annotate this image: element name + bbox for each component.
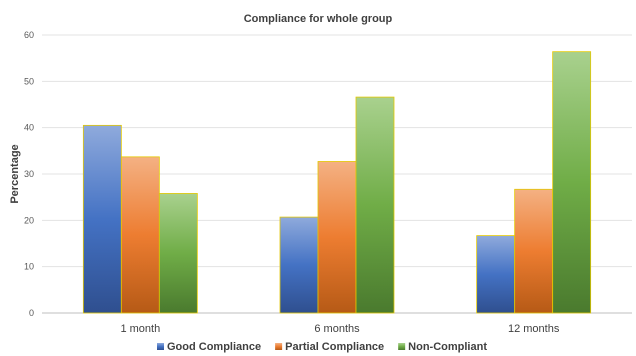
y-tick-label: 60 xyxy=(24,30,34,40)
y-tick-label: 30 xyxy=(24,169,34,179)
x-axis-categories: 1 month 6 months 12 months xyxy=(120,323,559,335)
bars xyxy=(82,51,592,314)
legend-item: Good Compliance xyxy=(157,341,261,353)
bar-non-compliant xyxy=(552,51,592,314)
bar-non-compliant xyxy=(158,193,198,314)
y-axis-ticks: 0 10 20 30 40 50 60 xyxy=(24,30,34,318)
legend-swatch xyxy=(275,343,283,350)
legend-label: Non-Compliant xyxy=(408,341,487,353)
bar-good-compliance xyxy=(279,216,319,314)
y-tick-label: 50 xyxy=(24,76,34,86)
x-category-label: 6 months xyxy=(314,323,360,335)
bar-good-compliance xyxy=(476,235,516,314)
y-tick-label: 40 xyxy=(24,123,34,133)
bar-partial-compliance xyxy=(514,188,554,314)
bar-good-compliance xyxy=(82,124,122,314)
bar-non-compliant xyxy=(355,96,395,314)
y-axis-label: Percentage xyxy=(9,144,21,203)
legend-label: Good Compliance xyxy=(167,341,261,353)
x-category-label: 12 months xyxy=(508,323,560,335)
chart-title: Compliance for whole group xyxy=(244,13,393,25)
y-tick-label: 0 xyxy=(29,308,34,318)
bar-partial-compliance xyxy=(120,156,160,314)
bar-partial-compliance xyxy=(317,161,357,314)
legend-item: Non-Compliant xyxy=(398,341,487,353)
legend-swatch xyxy=(398,343,406,350)
legend: Good Compliance Partial Compliance Non-Com… xyxy=(157,341,487,353)
legend-label: Partial Compliance xyxy=(285,341,384,353)
legend-item: Partial Compliance xyxy=(275,341,384,353)
y-tick-label: 20 xyxy=(24,215,34,225)
y-tick-label: 10 xyxy=(24,262,34,272)
x-category-label: 1 month xyxy=(120,323,160,335)
legend-swatch xyxy=(157,343,164,350)
